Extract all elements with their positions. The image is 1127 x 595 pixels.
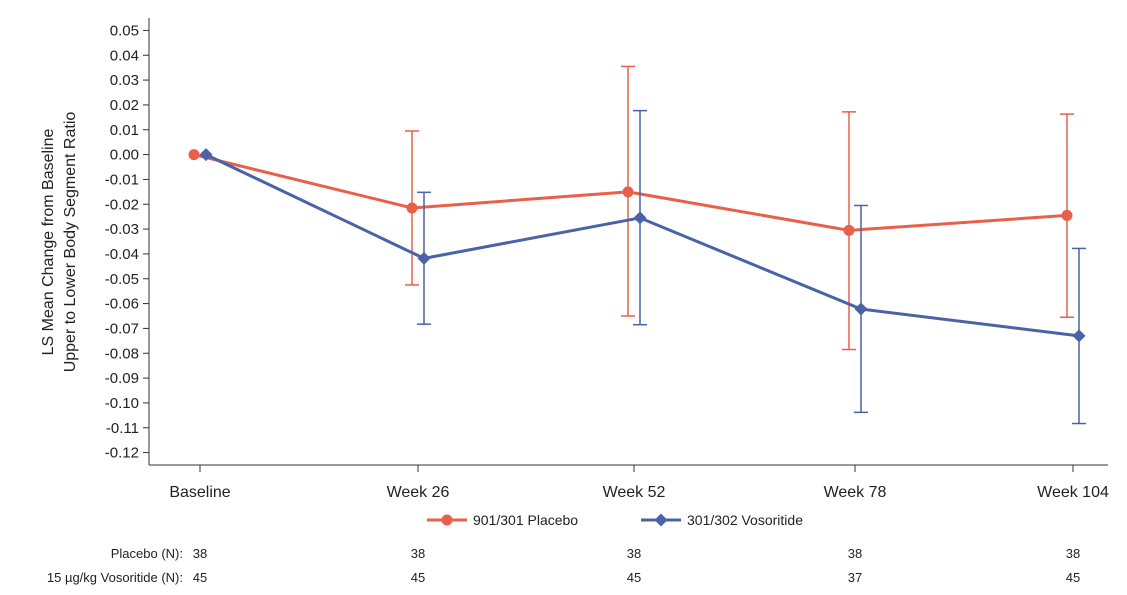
data-point (843, 224, 855, 236)
data-point (406, 202, 418, 214)
y-tick-label: -0.04 (105, 246, 139, 263)
n-table-cell: 37 (848, 570, 862, 585)
legend-marker (441, 514, 453, 526)
y-tick-label: -0.01 (105, 171, 139, 188)
n-table-cell: 45 (627, 570, 641, 585)
series-1 (199, 109, 1086, 425)
y-tick-label: -0.09 (105, 370, 139, 387)
n-table-cell: 38 (193, 546, 207, 561)
data-point (633, 211, 647, 225)
legend-marker (654, 513, 668, 527)
x-tick-label: Baseline (169, 484, 230, 501)
x-axis-ticks: Baseline Week 26 Week 52 Week 78 Week 104 (169, 465, 1109, 501)
y-axis-title: LS Mean Change from Baseline Upper to Lo… (40, 112, 79, 373)
y-tick-label: -0.03 (105, 221, 139, 238)
y-tick-label: -0.07 (105, 320, 139, 337)
y-axis-title-line-2: Upper to Lower Body Segment Ratio (62, 112, 79, 373)
data-point (622, 186, 634, 198)
n-table-cell: 38 (1066, 546, 1080, 561)
y-tick-label: -0.11 (106, 420, 139, 437)
y-tick-label: 0.02 (110, 97, 139, 114)
n-table-cell: 45 (411, 570, 425, 585)
y-tick-label: 0.03 (110, 72, 139, 89)
data-point (854, 302, 868, 316)
data-point (1061, 209, 1073, 221)
y-tick-label: 0.01 (110, 122, 139, 139)
series-layer (188, 65, 1086, 425)
data-point (1072, 329, 1086, 343)
n-table-row-label: 15 µg/kg Vosoritide (N): (47, 570, 183, 585)
data-point (417, 251, 431, 265)
legend: 901/301 Placebo 301/302 Vosoritide (427, 512, 803, 528)
legend-label: 901/301 Placebo (473, 512, 578, 528)
y-tick-label: -0.12 (105, 445, 139, 462)
y-axis-ticks: 0.05 0.04 0.03 0.02 0.01 0.00 -0.01 -0.02 -0.03 -… (105, 22, 149, 462)
n-table-cell: 38 (411, 546, 425, 561)
y-tick-label: -0.10 (105, 395, 139, 412)
n-table-cell: 45 (1066, 570, 1080, 585)
y-tick-label: -0.06 (105, 296, 139, 313)
n-table-cell: 38 (848, 546, 862, 561)
y-tick-label: 0.05 (110, 22, 139, 39)
y-tick-label: -0.02 (105, 196, 139, 213)
series-0 (188, 65, 1074, 351)
y-tick-label: -0.08 (105, 345, 139, 362)
x-tick-label: Week 52 (603, 484, 666, 501)
x-tick-label: Week 104 (1037, 484, 1109, 501)
series-line (205, 153, 1080, 338)
legend-label: 301/302 Vosoritide (687, 512, 803, 528)
n-table: Placebo (N): 38 38 38 38 38 15 µg/kg Vosoritid… (47, 546, 1080, 585)
n-table-cell: 45 (193, 570, 207, 585)
data-point (188, 149, 200, 161)
y-tick-label: -0.05 (105, 271, 139, 288)
n-table-row-label: Placebo (N): (111, 546, 183, 561)
y-tick-label: 0.00 (110, 147, 139, 164)
x-tick-label: Week 78 (824, 484, 887, 501)
y-tick-label: 0.04 (110, 47, 139, 64)
x-tick-label: Week 26 (387, 484, 450, 501)
n-table-cell: 38 (627, 546, 641, 561)
data-point (199, 148, 213, 162)
axes (148, 18, 1108, 466)
y-axis-title-line-1: LS Mean Change from Baseline (40, 129, 57, 356)
